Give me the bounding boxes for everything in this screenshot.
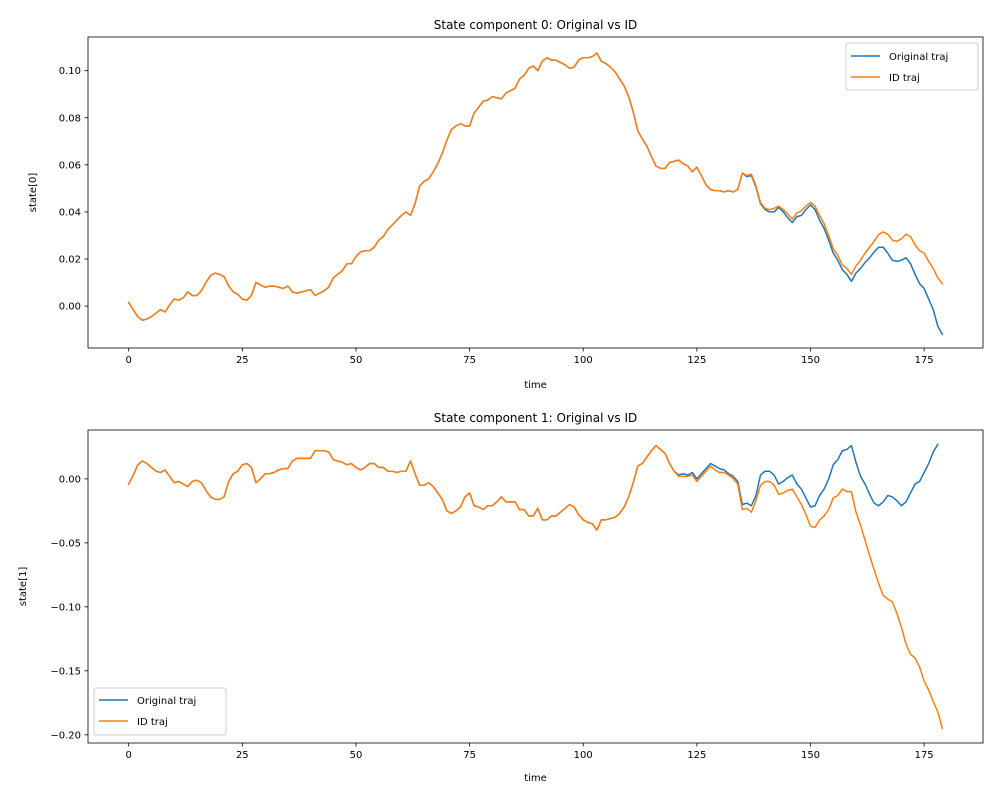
- y-tick-label: −0.15: [50, 666, 81, 677]
- x-axis-label: time: [524, 380, 547, 391]
- y-axis-label: state[0]: [28, 173, 39, 213]
- x-tick-label: 0: [125, 750, 131, 761]
- x-tick-label: 175: [915, 355, 934, 366]
- legend-label-id-traj: ID traj: [889, 73, 920, 84]
- x-tick-label: 100: [574, 355, 593, 366]
- x-tick-label: 125: [687, 355, 706, 366]
- x-tick-label: 50: [350, 750, 363, 761]
- x-tick-label: 100: [574, 750, 593, 761]
- series-line-id-traj: [127, 52, 944, 321]
- y-tick-label: 0.04: [59, 207, 81, 218]
- x-tick-label: 75: [463, 355, 476, 366]
- chart-title: State component 1: Original vs ID: [434, 411, 638, 425]
- x-tick-label: 25: [236, 750, 249, 761]
- x-axis-label: time: [524, 773, 547, 784]
- y-axis-label: state[1]: [18, 567, 29, 607]
- x-tick-label: 175: [915, 750, 934, 761]
- legend: Original traj ID traj: [845, 42, 979, 91]
- legend-label-original-traj: Original traj: [889, 52, 948, 63]
- legend-label-id-traj: ID traj: [137, 717, 168, 728]
- legend-label-original-traj: Original traj: [137, 696, 196, 707]
- y-tick-label: 0.10: [59, 66, 81, 77]
- x-tick-label: 25: [236, 355, 249, 366]
- y-tick-label: −0.10: [50, 602, 81, 613]
- plot-area-frame: [87, 429, 984, 744]
- y-tick-label: 0.02: [59, 255, 81, 266]
- subplot-state-component-1: State component 1: Original vs ID 0 25 50 7…: [18, 411, 984, 784]
- plot-area-frame: [87, 36, 984, 349]
- legend-frame: [845, 42, 979, 91]
- x-tick-label: 150: [801, 750, 820, 761]
- y-tick-label: −0.20: [50, 730, 81, 741]
- chart-title: State component 0: Original vs ID: [434, 18, 638, 32]
- y-tick-label: 0.00: [59, 302, 81, 313]
- y-tick-label: 0.00: [59, 474, 81, 485]
- y-tick-label: 0.06: [59, 160, 81, 171]
- y-tick-label: −0.05: [50, 538, 81, 549]
- subplot-state-component-0: State component 0: Original vs ID 0 25 50 7…: [28, 18, 984, 391]
- x-tick-label: 150: [801, 355, 820, 366]
- legend: Original traj ID traj: [93, 687, 227, 736]
- x-tick-label: 0: [125, 355, 131, 366]
- y-tick-label: 0.08: [59, 113, 81, 124]
- x-tick-label: 125: [687, 750, 706, 761]
- x-tick-label: 50: [350, 355, 363, 366]
- x-tick-label: 75: [463, 750, 476, 761]
- series-line-id-traj: [127, 444, 944, 730]
